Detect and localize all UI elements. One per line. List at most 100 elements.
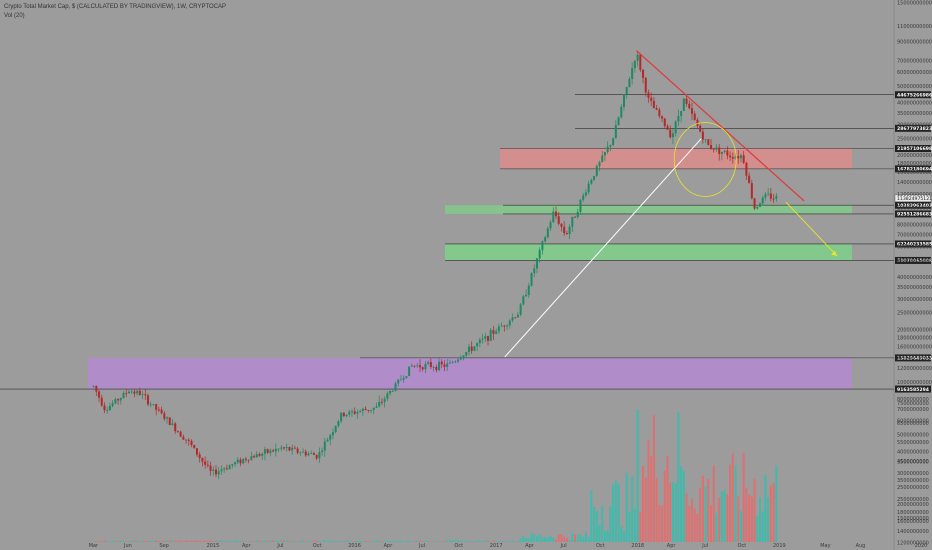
volume-bar: [378, 540, 381, 542]
candle-body: [693, 113, 696, 120]
volume-bar: [345, 540, 348, 542]
volume-bar: [370, 541, 373, 542]
candle-body: [133, 391, 136, 394]
candle-body: [152, 404, 155, 405]
candle-body: [285, 447, 288, 449]
time-tick-label: Aug: [856, 543, 866, 549]
volume-bar: [685, 493, 688, 542]
price-tick-label: 16000000000: [897, 344, 932, 350]
candle-body: [720, 151, 723, 154]
volume-bar: [443, 541, 446, 542]
candle-body: [413, 365, 416, 367]
volume-bar: [636, 409, 639, 542]
volume-bar: [560, 534, 563, 542]
volume-bar: [209, 540, 212, 542]
volume-bar: [590, 490, 593, 542]
price-tick-label: 50000000000: [897, 258, 932, 264]
volume-bar: [756, 516, 759, 542]
candle-body: [503, 325, 506, 327]
price-tick-label: 10000000000: [897, 380, 932, 386]
candle-body: [288, 447, 291, 451]
candle-body: [277, 448, 280, 450]
volume-bar: [190, 540, 193, 542]
candle-body: [625, 87, 628, 95]
price-tick-label: 2500000000: [897, 485, 929, 491]
time-tick-label: Jul: [560, 543, 567, 549]
volume-bar: [748, 494, 751, 542]
candle-body: [261, 453, 264, 456]
volume-bar: [372, 541, 375, 542]
level-label-bg: [895, 354, 931, 362]
volume-bar: [236, 540, 239, 542]
level-label-bg: [895, 124, 931, 132]
volume-bar: [525, 537, 528, 542]
candle-body: [394, 383, 397, 391]
volume-bar: [402, 541, 405, 542]
price-tick-label: 1500000000000: [897, 1, 932, 7]
volume-bar: [283, 540, 285, 542]
candle-body: [674, 121, 677, 134]
volume-bar: [497, 541, 500, 542]
volume-bar: [329, 540, 332, 542]
volume-bar: [234, 540, 237, 542]
price-tick-label: 160000000000: [897, 170, 932, 176]
volume-tick-label: 4500000000: [897, 459, 929, 465]
candle-body: [620, 106, 623, 118]
volume-bar: [291, 540, 294, 542]
volume-bar: [410, 541, 413, 542]
volume-bar: [255, 540, 258, 542]
price-axis[interactable]: 1500000000000 1100000000000 900000000000 70…: [893, 0, 932, 550]
candle-body: [579, 199, 582, 212]
candle-body: [206, 464, 209, 466]
candle-body: [633, 60, 636, 69]
candle-body: [378, 401, 381, 407]
volume-bar: [734, 465, 737, 542]
time-tick-label: May: [820, 543, 830, 549]
candle-body: [176, 431, 179, 433]
price-tick-label: 250000000000: [897, 136, 932, 142]
volume-bar: [435, 541, 438, 542]
time-tick-label: 2020: [915, 543, 928, 549]
volume-bar: [304, 541, 307, 542]
volume-bar: [663, 470, 666, 542]
volume-bar: [530, 532, 533, 542]
candle-body: [739, 155, 742, 159]
volume-bar: [117, 540, 120, 542]
candle-body: [380, 401, 383, 403]
candle-body: [663, 118, 666, 127]
candle-body: [459, 358, 462, 360]
candle-body: [508, 320, 511, 326]
candle-body: [239, 459, 242, 464]
candle-body: [612, 138, 615, 145]
volume-bar: [356, 540, 359, 542]
volume-bar: [508, 541, 511, 542]
time-axis[interactable]: Mar Jun Sep 2015 Apr Jul Oct 2016 Apr Jul Oct 2017 A…: [89, 543, 932, 549]
volume-bar: [133, 540, 136, 542]
volume-bar: [576, 534, 579, 542]
volume-bar: [375, 540, 378, 542]
candle-body: [429, 362, 432, 368]
candle-body: [204, 461, 207, 465]
candle-body: [712, 148, 715, 150]
candle-body: [568, 226, 571, 234]
candle-body: [174, 423, 177, 432]
candle-body: [514, 317, 517, 319]
volume-bar: [176, 540, 179, 542]
volume-bar: [108, 541, 111, 542]
volume-layer: [92, 409, 778, 542]
candle-body: [419, 365, 421, 368]
volume-bar: [609, 506, 612, 542]
price-tick-label: 3500000000: [897, 460, 929, 466]
volume-bar: [250, 541, 253, 542]
volume-bar: [302, 540, 305, 542]
candle-body: [114, 399, 117, 404]
volume-bar: [432, 541, 435, 542]
candle-body: [117, 399, 120, 401]
volume-bar: [185, 540, 188, 542]
volume-tick-label: 2500000000: [897, 497, 929, 503]
candle-body: [130, 391, 133, 393]
candle-body: [671, 133, 674, 138]
candle-body: [650, 97, 653, 101]
candle-body: [329, 435, 332, 440]
